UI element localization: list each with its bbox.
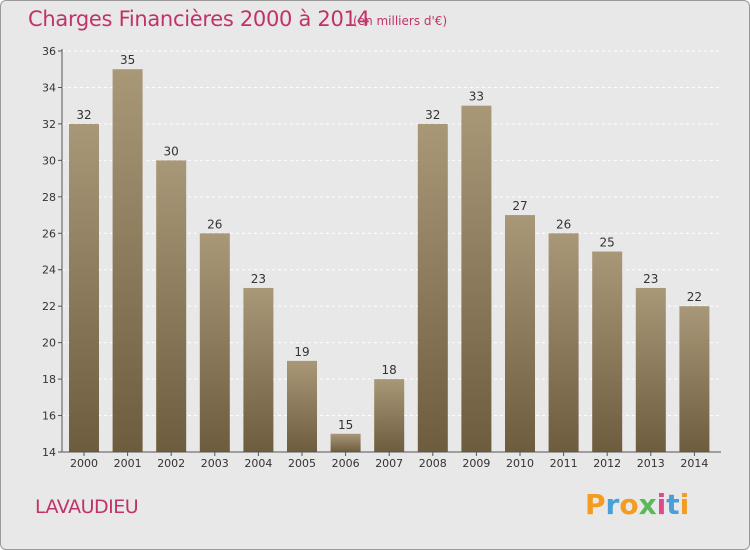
y-tick-label-24: 24 bbox=[42, 264, 56, 277]
y-tick-label-28: 28 bbox=[42, 191, 56, 204]
logo-letter: i bbox=[656, 488, 667, 521]
x-tick-label-2009: 2009 bbox=[462, 457, 490, 470]
data-label-2010: 27 bbox=[512, 199, 527, 213]
bar-2012 bbox=[592, 251, 623, 452]
x-tick-label-2007: 2007 bbox=[375, 457, 403, 470]
x-tick-label-2013: 2013 bbox=[637, 457, 665, 470]
y-tick-label-30: 30 bbox=[42, 154, 56, 167]
data-label-2002: 30 bbox=[164, 144, 179, 158]
data-label-2005: 19 bbox=[294, 345, 309, 359]
data-label-2012: 25 bbox=[600, 236, 615, 250]
y-tick-label-34: 34 bbox=[42, 81, 56, 94]
data-label-2013: 23 bbox=[643, 272, 658, 286]
bar-2013 bbox=[635, 287, 666, 452]
bar-2011 bbox=[548, 233, 579, 452]
data-label-2006: 15 bbox=[338, 418, 353, 432]
data-labels: 32 35 30 26 23 19 15 18 32 33 27 26 25 23 22 bbox=[76, 53, 702, 432]
y-tick-label-16: 16 bbox=[42, 410, 56, 423]
y-tick-label-32: 32 bbox=[42, 118, 56, 131]
x-tick-label-2002: 2002 bbox=[157, 457, 185, 470]
y-tick-label-22: 22 bbox=[42, 300, 56, 313]
bar-2006 bbox=[330, 433, 361, 452]
data-label-2003: 26 bbox=[207, 217, 222, 231]
x-tick-label-2011: 2011 bbox=[550, 457, 578, 470]
logo-letter: i bbox=[679, 488, 690, 521]
y-tick-label-26: 26 bbox=[42, 227, 56, 240]
data-label-2014: 22 bbox=[687, 290, 702, 304]
x-tick-label-2001: 2001 bbox=[114, 457, 142, 470]
y-tick-label-18: 18 bbox=[42, 373, 56, 386]
bar-2003 bbox=[199, 233, 230, 452]
y-tick-label-20: 20 bbox=[42, 337, 56, 350]
axes: 14 16 18 20 22 24 26 28 30 32 34 36 2000 2001 2002 2003… bbox=[42, 45, 721, 470]
chart-title: Charges Financières 2000 à 2014 bbox=[28, 7, 370, 31]
logo-letter: o bbox=[619, 488, 639, 521]
bar-2005 bbox=[287, 360, 317, 452]
bar-chart: 14 16 18 20 22 24 26 28 30 32 34 36 2000 2001 2002 2003… bbox=[42, 45, 721, 470]
x-tick-label-2014: 2014 bbox=[680, 457, 708, 470]
data-label-2000: 32 bbox=[76, 108, 91, 122]
data-label-2011: 26 bbox=[556, 217, 571, 231]
x-tick-label-2008: 2008 bbox=[419, 457, 447, 470]
bar-2001 bbox=[112, 69, 143, 453]
chart-subtitle: (en milliers d'€) bbox=[353, 14, 448, 28]
x-tick-label-2005: 2005 bbox=[288, 457, 316, 470]
x-tick-label-2003: 2003 bbox=[201, 457, 229, 470]
bar-2010 bbox=[505, 215, 535, 452]
data-label-2004: 23 bbox=[251, 272, 266, 286]
x-tick-label-2004: 2004 bbox=[244, 457, 272, 470]
logo-letter: x bbox=[638, 488, 657, 521]
data-label-2007: 18 bbox=[382, 363, 397, 377]
x-tick-label-2010: 2010 bbox=[506, 457, 534, 470]
bar-2000 bbox=[69, 123, 99, 452]
bar-2009 bbox=[461, 105, 492, 452]
bar-2008 bbox=[417, 123, 448, 452]
data-label-2001: 35 bbox=[120, 53, 135, 67]
logo-letter: t bbox=[666, 488, 680, 521]
x-tick-label-2012: 2012 bbox=[593, 457, 621, 470]
proxiti-logo[interactable]: Proxiti bbox=[585, 488, 689, 521]
data-label-2009: 33 bbox=[469, 90, 484, 104]
logo-letter: r bbox=[605, 488, 620, 521]
commune-name: LAVAUDIEU bbox=[35, 496, 139, 518]
bar-2002 bbox=[156, 160, 187, 452]
y-tick-label-14: 14 bbox=[42, 446, 56, 459]
bar-2004 bbox=[243, 287, 274, 452]
x-tick-label-2000: 2000 bbox=[70, 457, 98, 470]
bar-2014 bbox=[679, 306, 710, 452]
data-label-2008: 32 bbox=[425, 108, 440, 122]
bars bbox=[69, 69, 710, 453]
logo-letter: P bbox=[585, 488, 606, 521]
y-tick-label-36: 36 bbox=[42, 45, 56, 58]
x-tick-label-2006: 2006 bbox=[332, 457, 360, 470]
bar-2007 bbox=[374, 379, 405, 452]
